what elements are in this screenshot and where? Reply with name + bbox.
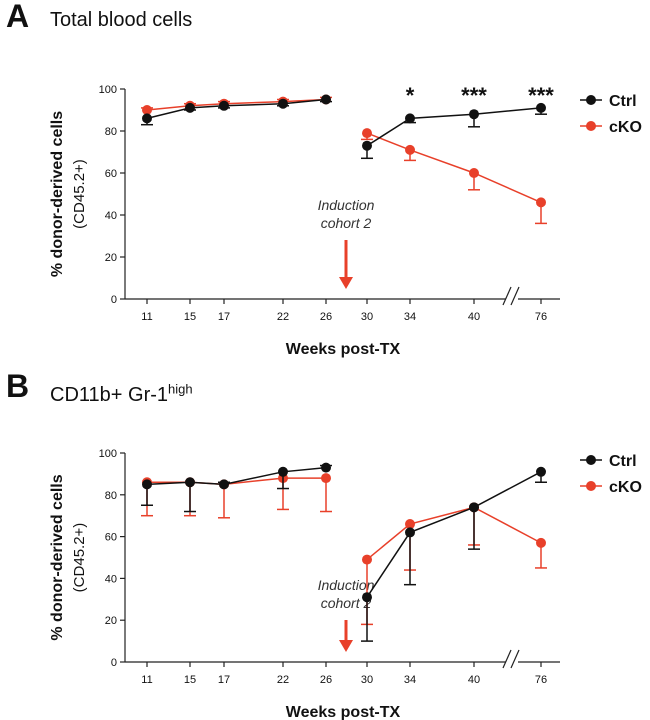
data-point-ctrl	[219, 100, 229, 111]
data-point-ctrl	[278, 466, 288, 477]
x-tick-label: 22	[277, 311, 289, 323]
x-tick-label: 40	[468, 311, 480, 323]
y-tick-label: 20	[105, 252, 117, 264]
significance-mark: ***	[461, 83, 487, 108]
data-point-ctrl	[185, 102, 195, 113]
data-point-cko	[362, 128, 372, 139]
y-tick-label: 100	[99, 448, 117, 460]
y-tick-label: 40	[105, 210, 117, 222]
x-tick-label: 34	[404, 311, 416, 323]
data-point-ctrl	[321, 462, 331, 473]
data-point-ctrl	[219, 479, 229, 490]
data-point-cko	[142, 105, 152, 115]
chart-a: 0 20 40 60 80 100 11 15 17 22 26 30 34 40 76 Weeks post…	[49, 83, 642, 358]
x-axis-title: Weeks post-TX	[286, 341, 401, 358]
data-point-ctrl	[405, 527, 415, 538]
series-line-ctrl	[366, 107, 542, 147]
series-line-ctrl	[366, 471, 542, 598]
legend-label-cko: cKO	[609, 479, 642, 496]
y-tick-label: 60	[105, 168, 117, 180]
x-tick-label: 15	[184, 674, 196, 686]
data-point-ctrl	[185, 477, 195, 488]
y-tick-label: 0	[111, 294, 117, 306]
data-point-ctrl	[536, 466, 546, 477]
series-line-cko	[366, 506, 542, 561]
panel-a-letter: A	[6, 0, 30, 34]
data-point-cko	[362, 554, 372, 565]
data-point-ctrl	[536, 102, 546, 113]
x-tick-label: 22	[277, 674, 289, 686]
axis-break-mark	[510, 286, 520, 306]
legend-label-ctrl: Ctrl	[609, 93, 637, 110]
y-axis-subtitle: (CD45.2+)	[71, 159, 88, 229]
data-point-cko	[321, 473, 331, 484]
x-tick-label: 11	[141, 311, 152, 323]
x-tick-label: 34	[404, 674, 416, 686]
panel-b-title: CD11b+ Gr-1high	[50, 381, 193, 406]
data-point-cko	[469, 168, 479, 178]
data-point-ctrl	[142, 113, 152, 124]
x-tick-label: 11	[141, 674, 152, 686]
induction-annotation-line1: Induction	[318, 197, 375, 213]
data-point-ctrl	[362, 592, 372, 603]
y-tick-label: 20	[105, 615, 117, 627]
y-tick-label: 40	[105, 573, 117, 585]
data-point-ctrl	[469, 109, 479, 120]
chart-b: 0 20 40 60 80 100 11 15 17 22 26 30 34 40 76 Weeks post…	[49, 448, 642, 720]
y-tick-label: 60	[105, 532, 117, 544]
legend-marker-ctrl	[586, 95, 596, 105]
induction-annotation-line1: Induction	[318, 577, 375, 593]
data-point-ctrl	[142, 479, 152, 490]
legend-marker-ctrl	[586, 455, 596, 465]
x-tick-label: 26	[320, 311, 332, 323]
data-point-cko	[405, 144, 415, 155]
induction-annotation-line2: cohort 2	[321, 595, 372, 611]
panel-a-title: Total blood cells	[50, 9, 193, 31]
data-point-ctrl	[321, 94, 331, 105]
legend-marker-cko	[586, 121, 596, 131]
significance-mark: *	[406, 83, 415, 108]
data-point-ctrl	[278, 98, 288, 109]
induction-arrowhead	[339, 277, 353, 289]
data-point-cko	[536, 537, 546, 548]
y-tick-label: 0	[111, 657, 117, 669]
x-tick-label: 26	[320, 674, 332, 686]
series-line-cko	[366, 132, 542, 204]
x-tick-label: 17	[218, 311, 230, 323]
legend-label-ctrl: Ctrl	[609, 453, 637, 470]
x-tick-label: 30	[361, 674, 373, 686]
axis-break-mark	[502, 286, 512, 306]
y-tick-label: 80	[105, 126, 117, 138]
induction-annotation-line2: cohort 2	[321, 215, 372, 231]
legend-label-cko: cKO	[609, 119, 642, 136]
x-tick-label: 76	[535, 311, 547, 323]
x-tick-label: 17	[218, 674, 230, 686]
data-point-ctrl	[469, 502, 479, 513]
axis-break-mark	[502, 649, 512, 669]
x-axis-title: Weeks post-TX	[286, 704, 401, 720]
data-point-cko	[405, 519, 415, 530]
legend-marker-cko	[586, 481, 596, 491]
panel-b-letter: B	[6, 368, 30, 404]
x-tick-label: 15	[184, 311, 196, 323]
y-axis-title: % donor-derived cells	[49, 474, 66, 640]
y-tick-label: 100	[99, 84, 117, 96]
data-point-cko	[536, 197, 546, 208]
x-tick-label: 40	[468, 674, 480, 686]
axis-break-mark	[510, 649, 520, 669]
series-line-ctrl	[146, 98, 327, 120]
x-tick-label: 76	[535, 674, 547, 686]
y-axis-subtitle: (CD45.2+)	[71, 523, 88, 593]
data-point-ctrl	[405, 113, 415, 124]
y-tick-label: 80	[105, 490, 117, 502]
induction-arrowhead	[339, 640, 353, 652]
significance-mark: ***	[528, 83, 554, 108]
data-point-ctrl	[362, 140, 372, 151]
x-tick-label: 30	[361, 311, 373, 323]
y-axis-title: % donor-derived cells	[49, 111, 66, 277]
